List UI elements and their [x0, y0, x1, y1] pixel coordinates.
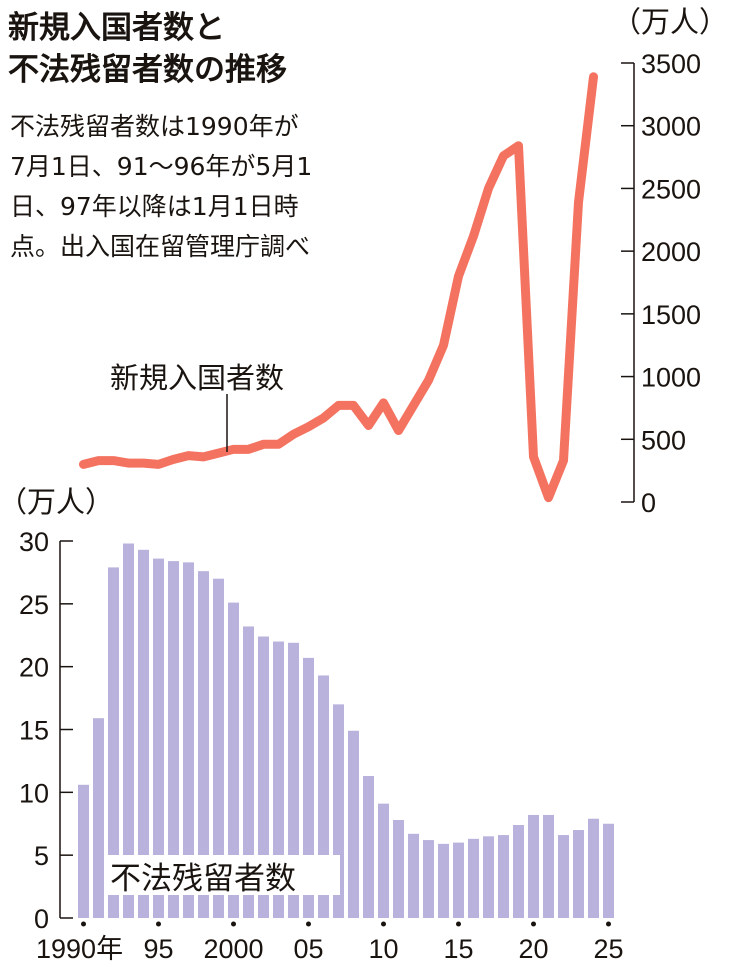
x-tick-label: 1990年	[36, 934, 123, 964]
bar-2024	[588, 818, 599, 918]
bar-2007	[333, 704, 344, 918]
left-axis-unit: （万人）	[0, 485, 114, 519]
bar-2003	[273, 641, 284, 918]
bar-2005	[303, 657, 314, 918]
right-tick-label: 0	[641, 488, 656, 518]
bar-2015	[453, 842, 464, 918]
x-tick-label: 10	[368, 934, 398, 964]
chart-title-line-2: 不法残留者数の推移	[8, 52, 287, 88]
bar-1990	[78, 784, 89, 918]
x-tick-label: 15	[443, 934, 473, 964]
note-line-4: 点。出入国在留管理庁調べ	[10, 232, 310, 261]
x-tick-dot	[156, 921, 161, 927]
right-tick-label: 2000	[641, 237, 701, 267]
bar-2006	[318, 675, 329, 918]
bar-1995	[153, 558, 164, 918]
left-tick-label: 10	[19, 778, 49, 808]
right-tick-label: 3000	[641, 112, 701, 142]
bar-2020	[528, 814, 539, 918]
bar-2017	[483, 836, 494, 918]
bar-2010	[378, 803, 389, 918]
bar-label-background	[108, 855, 340, 895]
bar-2018	[498, 835, 509, 918]
bar-2004	[288, 642, 299, 918]
x-tick-dot	[606, 921, 611, 927]
bar-1996	[168, 561, 179, 918]
bar-2001	[243, 626, 254, 918]
bar-2025	[603, 823, 614, 918]
x-tick-label: 25	[593, 934, 623, 964]
chart-title-line-1: 新規入国者数と	[8, 10, 225, 46]
bar-2013	[423, 840, 434, 918]
note-line-3: 日、97年以降は1月1日時	[10, 192, 299, 221]
bar-1994	[138, 549, 149, 918]
bar-2002	[258, 636, 269, 918]
left-tick-label: 30	[19, 527, 49, 557]
bar-series	[78, 543, 614, 918]
left-tick-label: 0	[34, 904, 49, 934]
bar-1993	[123, 543, 134, 918]
right-tick-label: 2500	[641, 174, 701, 204]
bar-2009	[363, 775, 374, 918]
bar-2019	[513, 825, 524, 918]
bar-2016	[468, 838, 479, 918]
left-tick-label: 5	[34, 841, 49, 871]
right-tick-label: 500	[641, 425, 686, 455]
bar-2011	[393, 819, 404, 918]
bar-1998	[198, 571, 209, 918]
bar-1997	[183, 562, 194, 918]
bar-1992	[108, 567, 119, 918]
note-line-2: 7月1日、91～96年が5月1	[10, 152, 312, 181]
bar-2023	[573, 830, 584, 918]
x-tick-dot	[456, 921, 461, 927]
x-tick-dot	[381, 921, 386, 927]
left-tick-label: 15	[19, 716, 49, 746]
line-series-label: 新規入国者数	[110, 361, 284, 395]
x-tick-label: 2000	[203, 934, 263, 964]
right-tick-label: 3500	[641, 49, 701, 79]
bar-2022	[558, 835, 569, 918]
x-tick-label: 20	[518, 934, 548, 964]
bar-2000	[228, 602, 239, 918]
right-axis-unit: （万人）	[612, 5, 728, 39]
bar-1991	[93, 718, 104, 918]
x-tick-dot	[306, 921, 311, 927]
x-tick-dot	[231, 921, 236, 927]
new-entrants-line	[79, 72, 598, 503]
x-tick-label: 95	[143, 934, 173, 964]
bar-2008	[348, 730, 359, 918]
note-line-1: 不法残留者数は1990年が	[10, 112, 299, 141]
x-tick-label: 05	[293, 934, 323, 964]
bar-2012	[408, 833, 419, 918]
bar-2014	[438, 843, 449, 918]
left-tick-label: 25	[19, 590, 49, 620]
right-tick-label: 1000	[641, 363, 701, 393]
right-tick-label: 1500	[641, 300, 701, 330]
x-tick-dot	[81, 921, 86, 927]
bar-2021	[543, 814, 554, 918]
bar-series-label: 不法残留者数	[110, 861, 296, 897]
left-tick-label: 20	[19, 653, 49, 683]
bar-1999	[213, 578, 224, 918]
x-tick-dot	[531, 921, 536, 927]
